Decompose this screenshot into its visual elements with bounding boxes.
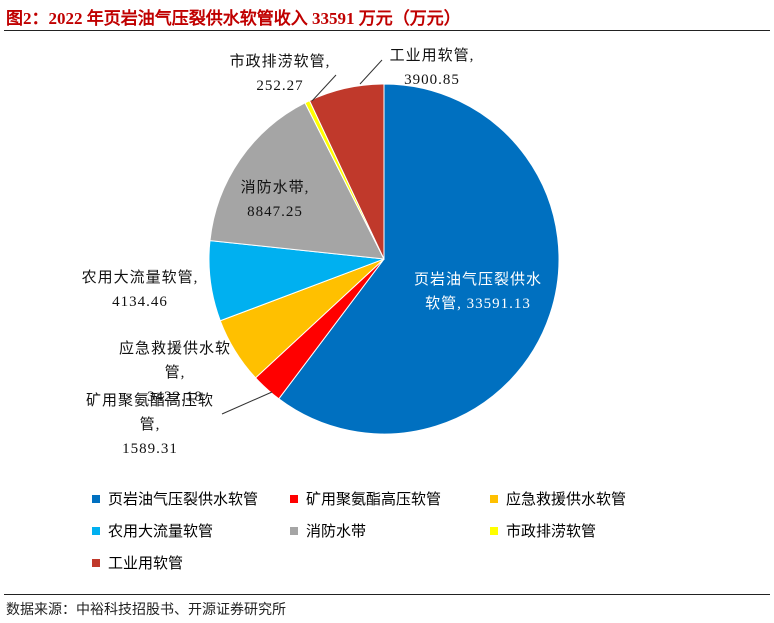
pie-slice (308, 83, 385, 260)
legend-swatch (92, 558, 100, 567)
legend-swatch (290, 494, 298, 503)
legend-item: 市政排涝软管 (490, 520, 596, 541)
legend-swatch (92, 526, 100, 535)
label-value: 4134.46 (112, 294, 168, 310)
label-value: 252.27 (256, 78, 304, 94)
legend-label: 矿用聚氨酯高压软管 (306, 492, 442, 508)
pie-slice (209, 102, 385, 260)
legend-item: 工业用软管 (92, 552, 183, 573)
data-label: 应急救援供水软管, 3422.18 (118, 341, 231, 405)
label-value: 8847.25 (247, 204, 303, 220)
legend-item: 页岩油气压裂供水软管 (92, 488, 258, 509)
legend-label: 页岩油气压裂供水软管 (108, 492, 259, 508)
data-label: 市政排涝软管, 252.27 (229, 54, 331, 94)
legend-label: 农用大流量软管 (108, 524, 214, 540)
data-label: 农用大流量软管, 4134.46 (81, 270, 199, 310)
label-value: 3422.18 (147, 389, 203, 405)
legend-item: 消防水带 (290, 520, 366, 541)
label-name: 工业用软管 (389, 48, 470, 64)
chart-title: 图2：2022 年页岩油气压裂供水软管收入 33591 万元（万元） (6, 9, 461, 28)
legend-label: 消防水带 (306, 524, 367, 540)
legend-label: 市政排涝软管 (506, 524, 597, 540)
data-label: 页岩油气压裂供水软管, 33591.13 (413, 272, 542, 312)
leader-line (311, 74, 337, 102)
label-name: 应急救援供水软管 (118, 341, 231, 381)
legend-swatch (490, 526, 498, 535)
pie-slice (278, 83, 560, 435)
legend-label: 应急救援供水软管 (506, 492, 627, 508)
source-note: 数据来源：中裕科技招股书、开源证券研究所 (6, 603, 286, 618)
label-value: 1589.31 (122, 441, 178, 457)
legend-item: 应急救援供水软管 (490, 488, 626, 509)
label-name: 市政排涝软管 (229, 54, 326, 70)
legend-swatch (290, 526, 298, 535)
legend-swatch (92, 494, 100, 503)
label-name: 消防水带 (240, 180, 305, 196)
label-value: 3900.85 (404, 72, 460, 88)
leader-line (221, 391, 273, 415)
legend-label: 工业用软管 (108, 556, 184, 572)
label-name: 页岩油气压裂供水软管 (413, 272, 542, 312)
label-value: 33591.13 (466, 296, 531, 312)
data-label: 工业用软管, 3900.85 (389, 48, 475, 88)
leader-line (359, 59, 383, 85)
data-label: 消防水带, 8847.25 (240, 180, 310, 220)
legend-swatch (490, 494, 498, 503)
rule (4, 30, 770, 31)
legend-item: 农用大流量软管 (92, 520, 213, 541)
label-name: 农用大流量软管 (81, 270, 194, 286)
legend-item: 矿用聚氨酯高压软管 (290, 488, 441, 509)
rule (4, 594, 770, 595)
label-name: 矿用聚氨酯高压软管 (85, 393, 214, 433)
data-label: 矿用聚氨酯高压软管, 1589.31 (85, 393, 214, 457)
